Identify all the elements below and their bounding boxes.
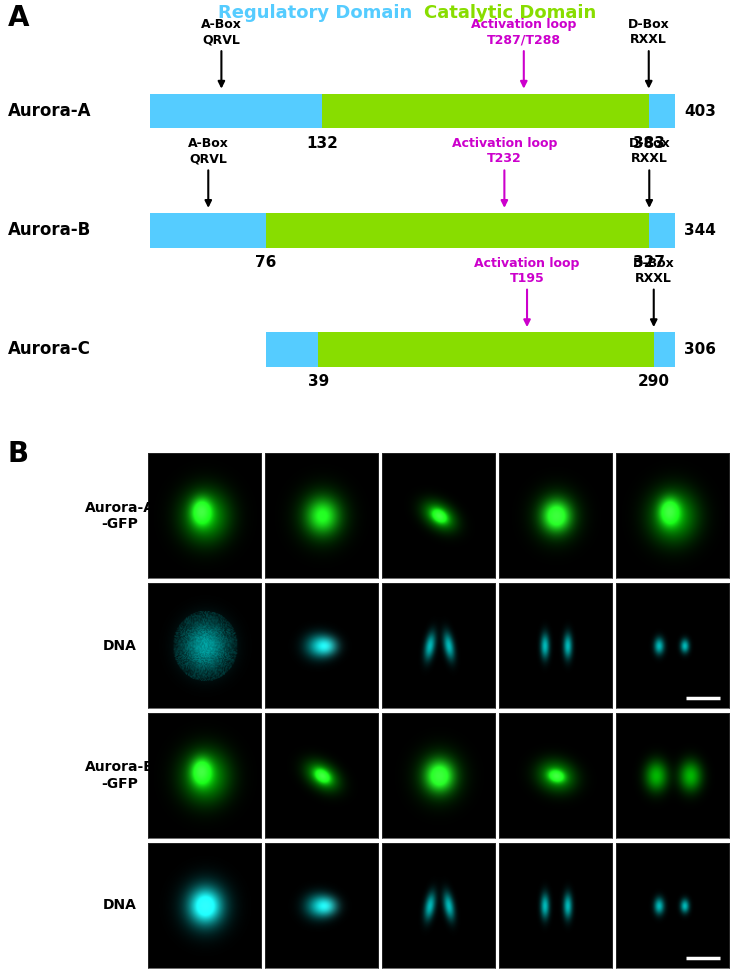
Bar [318, 332, 654, 367]
Text: D-Box
RXXL: D-Box RXXL [628, 19, 670, 46]
Text: Activation loop
T287/T288: Activation loop T287/T288 [471, 19, 577, 46]
Text: Regulatory Domain: Regulatory Domain [217, 4, 412, 23]
Bar [649, 93, 675, 128]
Bar [150, 213, 266, 248]
Text: A-Box
QRVL: A-Box QRVL [201, 19, 242, 46]
Bar [266, 332, 318, 367]
Text: DNA: DNA [103, 639, 137, 653]
Text: A: A [8, 4, 29, 32]
Text: DNA: DNA [103, 899, 137, 912]
Text: 39: 39 [308, 374, 329, 389]
Text: Aurora-A: Aurora-A [8, 102, 91, 120]
Text: Activation loop
T232: Activation loop T232 [452, 137, 557, 166]
Bar [266, 213, 649, 248]
Text: 403: 403 [684, 104, 716, 119]
Text: Aurora-A
-GFP: Aurora-A -GFP [85, 501, 155, 531]
Text: 76: 76 [255, 255, 277, 270]
Text: Aurora-B: Aurora-B [8, 221, 91, 239]
Text: A-Box
QRVL: A-Box QRVL [188, 137, 229, 166]
Text: 327: 327 [633, 255, 665, 270]
Text: 306: 306 [684, 342, 716, 357]
Bar [654, 332, 675, 367]
Text: 344: 344 [684, 222, 716, 238]
Text: 132: 132 [306, 136, 338, 151]
Text: B: B [8, 440, 28, 468]
Text: Catalytic Domain: Catalytic Domain [424, 4, 596, 23]
Text: 383: 383 [633, 136, 665, 151]
Bar [322, 93, 649, 128]
Text: Aurora-B
-GFP: Aurora-B -GFP [85, 760, 155, 791]
Text: Aurora-C: Aurora-C [8, 340, 90, 359]
Text: Activation loop
T195: Activation loop T195 [474, 257, 580, 285]
Bar [649, 213, 675, 248]
Text: D-Box
RXXL: D-Box RXXL [628, 137, 670, 166]
Bar [150, 93, 322, 128]
Text: D-Box
RXXL: D-Box RXXL [633, 257, 674, 285]
Text: 290: 290 [638, 374, 670, 389]
